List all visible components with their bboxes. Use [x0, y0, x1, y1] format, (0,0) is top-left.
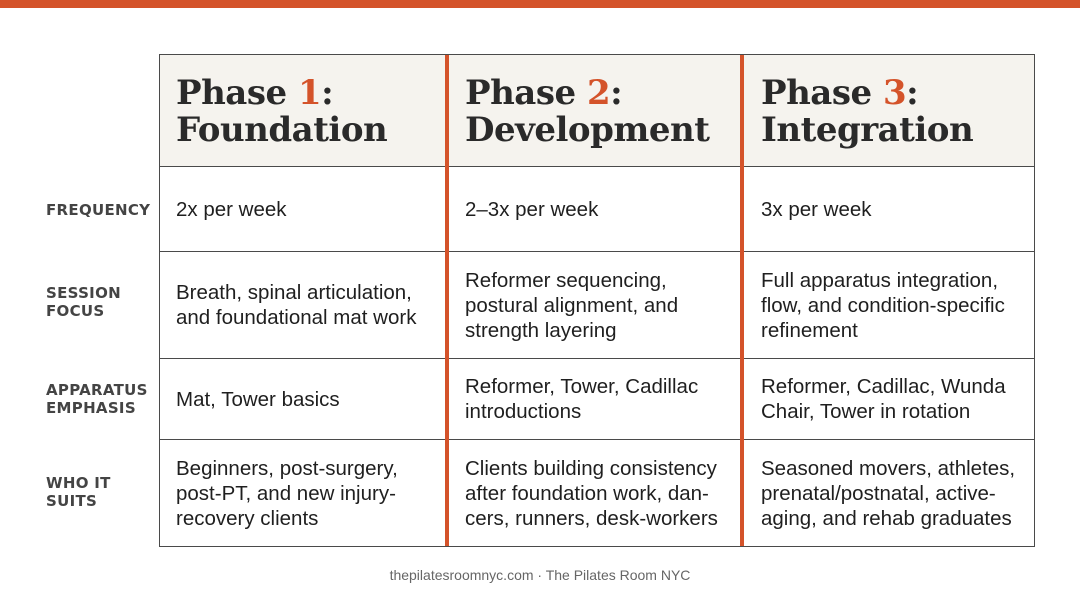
- row-label-session-focus: SESSION FOCUS: [46, 284, 121, 320]
- row-label-apparatus-emphasis: APPARATUS EMPHASIS: [46, 381, 148, 417]
- phase-name: Integration: [761, 110, 974, 150]
- cell-session-focus-phase-2: Reformer sequencing, postural alignment,…: [465, 268, 679, 342]
- row-divider: [160, 439, 1034, 440]
- phase-prefix: Phase: [176, 73, 298, 113]
- cell-frequency-phase-2: 2–3x per week: [465, 198, 599, 221]
- cell-session-focus-phase-1: Breath, spinal articulation, and foundat…: [176, 281, 417, 329]
- phase-3-title: Phase 3: Integration: [761, 73, 974, 150]
- cell-frequency-phase-1: 2x per week: [176, 198, 287, 221]
- table-header: [160, 55, 1034, 167]
- phase-table: Phase 1: Foundation Phase 2: Development…: [159, 54, 1035, 547]
- phase-name: Development: [465, 110, 710, 150]
- phase-2-title: Phase 2: Development: [465, 73, 710, 150]
- cell-apparatus-phase-1: Mat, Tower basics: [176, 387, 340, 411]
- phase-suffix: :: [610, 73, 623, 113]
- phase-number: 1: [297, 73, 322, 113]
- cell-apparatus-phase-2: Reformer, Tower, Cadillac introductions: [465, 375, 699, 423]
- cell-session-focus-phase-3: Full apparatus integration, flow, and co…: [761, 268, 1005, 342]
- phase-number: 2: [586, 73, 611, 113]
- column-divider: [740, 55, 744, 546]
- column-divider: [445, 55, 449, 546]
- row-divider: [160, 358, 1034, 359]
- top-accent-bar: [0, 0, 1080, 8]
- phase-prefix: Phase: [465, 73, 587, 113]
- footer-credit: thepilatesroomnyc.com · The Pilates Room…: [389, 567, 691, 583]
- phase-name: Foundation: [176, 110, 388, 150]
- cell-who-it-suits-phase-2: Clients building consistency after found…: [465, 456, 718, 530]
- phase-number: 3: [882, 73, 907, 113]
- phase-1-title: Phase 1: Foundation: [176, 73, 388, 150]
- phase-prefix: Phase: [761, 73, 883, 113]
- cell-frequency-phase-3: 3x per week: [761, 198, 872, 221]
- phase-suffix: :: [321, 73, 334, 113]
- cell-apparatus-phase-3: Reformer, Cadillac, Wunda Chair, Tower i…: [761, 375, 1006, 423]
- row-divider: [160, 251, 1034, 252]
- cell-who-it-suits-phase-3: Seasoned movers, athletes, prenatal/post…: [761, 456, 1016, 530]
- row-label-frequency: FREQUENCY: [46, 201, 151, 219]
- row-label-who-it-suits: WHO IT SUITS: [46, 474, 111, 510]
- cell-who-it-suits-phase-1: Beginners, post-surgery, post-PT, and ne…: [176, 456, 398, 530]
- phase-suffix: :: [906, 73, 919, 113]
